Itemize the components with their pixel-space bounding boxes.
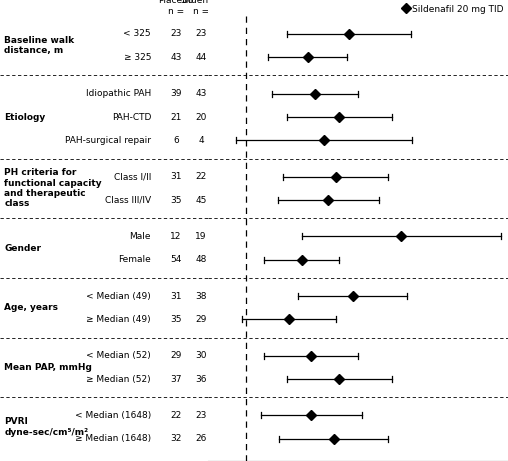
Text: Sildenafil
n =: Sildenafil n = [180,0,222,16]
Text: 12: 12 [170,232,182,241]
Text: ≥ 325: ≥ 325 [123,53,151,62]
Text: 19: 19 [195,232,207,241]
Text: 4: 4 [198,136,204,145]
Text: Gender: Gender [4,243,41,253]
Text: Etiology: Etiology [4,112,45,122]
Text: 48: 48 [195,255,207,264]
Text: ≥ Median (49): ≥ Median (49) [86,315,151,324]
Text: Idiopathic PAH: Idiopathic PAH [86,89,151,98]
Text: 43: 43 [195,89,207,98]
Text: Age, years: Age, years [4,303,58,312]
Text: 26: 26 [195,434,207,443]
Text: 30: 30 [195,351,207,360]
Text: 37: 37 [170,375,182,384]
Text: 43: 43 [170,53,182,62]
Text: Male: Male [130,232,151,241]
Text: 23: 23 [170,30,182,38]
Text: 22: 22 [170,411,182,420]
Text: 31: 31 [170,291,182,301]
Text: 54: 54 [170,255,182,264]
Text: 21: 21 [170,112,182,122]
Text: 23: 23 [195,411,207,420]
Text: Placebo
n =: Placebo n = [158,0,194,16]
Text: 44: 44 [196,53,207,62]
Text: 35: 35 [170,315,182,324]
Text: 39: 39 [170,89,182,98]
Text: < Median (1648): < Median (1648) [75,411,151,420]
Text: 31: 31 [170,172,182,181]
Text: 29: 29 [195,315,207,324]
Text: 38: 38 [195,291,207,301]
Text: < 325: < 325 [123,30,151,38]
Text: ≥ Median (52): ≥ Median (52) [86,375,151,384]
Text: PAH-surgical repair: PAH-surgical repair [65,136,151,145]
Legend: Sildenafil 20 mg TID: Sildenafil 20 mg TID [403,5,503,13]
Text: 6: 6 [173,136,179,145]
Text: 23: 23 [195,30,207,38]
Text: Baseline walk
distance, m: Baseline walk distance, m [4,36,74,55]
Text: ≥ Median (1648): ≥ Median (1648) [75,434,151,443]
Text: 35: 35 [170,195,182,205]
Text: PVRI
dyne-sec/cm⁵/m²: PVRI dyne-sec/cm⁵/m² [4,417,88,437]
Text: < Median (49): < Median (49) [86,291,151,301]
Text: 22: 22 [196,172,207,181]
Text: 29: 29 [170,351,182,360]
Text: Female: Female [118,255,151,264]
Text: Class I/II: Class I/II [114,172,151,181]
Text: Mean PAP, mmHg: Mean PAP, mmHg [4,363,92,372]
Text: 20: 20 [195,112,207,122]
Text: 45: 45 [195,195,207,205]
Text: 32: 32 [170,434,182,443]
Text: Class III/IV: Class III/IV [105,195,151,205]
Text: PH criteria for
functional capacity
and therapeutic
class: PH criteria for functional capacity and … [4,168,102,208]
Text: 36: 36 [195,375,207,384]
Text: < Median (52): < Median (52) [86,351,151,360]
Text: PAH-CTD: PAH-CTD [112,112,151,122]
